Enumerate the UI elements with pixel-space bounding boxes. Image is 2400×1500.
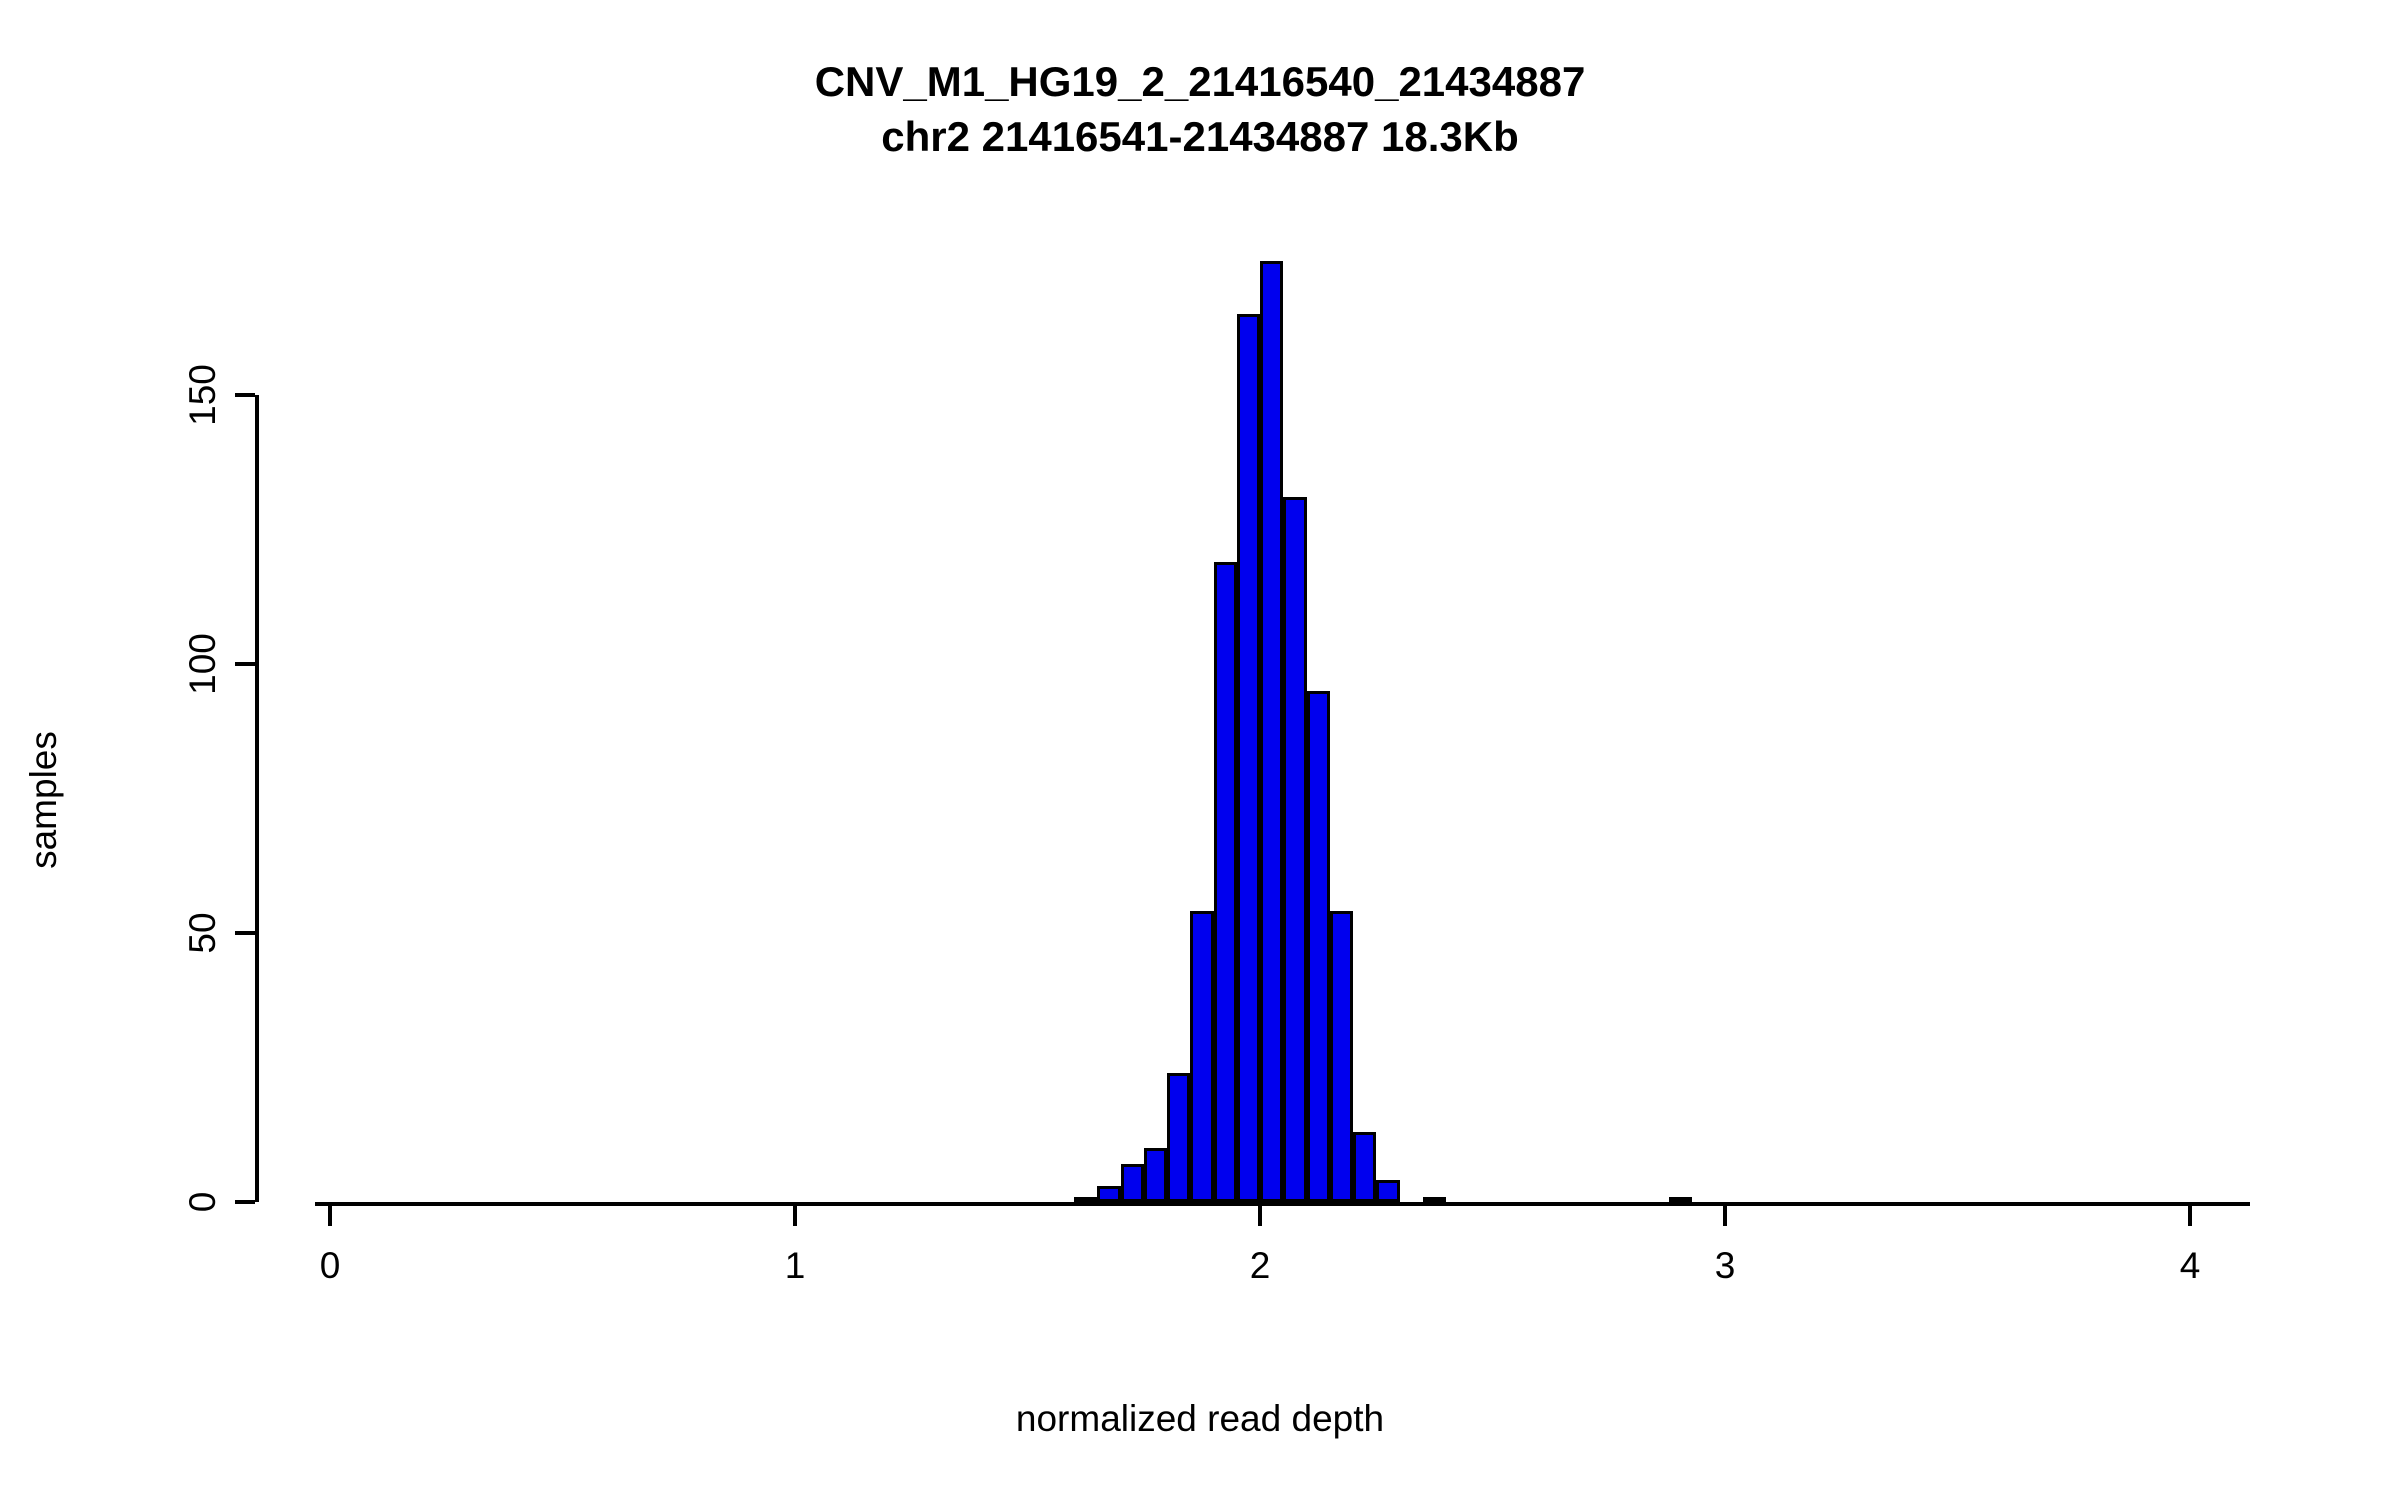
histogram-bar — [1283, 497, 1307, 1202]
histogram-bar — [1120, 1164, 1144, 1202]
histogram-bar — [1353, 1132, 1377, 1202]
x-tick-label: 1 — [784, 1245, 806, 1286]
histogram-bar — [1213, 561, 1237, 1202]
y-axis-tick — [235, 393, 255, 397]
histogram-bar — [1669, 1196, 1693, 1203]
x-axis-tick — [328, 1206, 332, 1226]
histogram-bar — [1236, 314, 1260, 1202]
x-axis-line — [315, 1202, 2251, 1206]
x-axis-tick — [793, 1206, 797, 1226]
y-axis-tick — [235, 662, 255, 666]
x-tick-label: 0 — [319, 1245, 341, 1286]
y-axis-tick — [235, 1200, 255, 1204]
histogram-bar — [1422, 1196, 1446, 1203]
y-tick-label: 0 — [182, 1191, 223, 1213]
x-tick-label: 4 — [2179, 1245, 2201, 1286]
histogram-bar — [1306, 690, 1330, 1202]
y-axis-tick — [235, 931, 255, 935]
y-axis-line — [255, 395, 259, 1202]
x-axis-title: normalized read depth — [1015, 1398, 1385, 1439]
chart-title-line-2: chr2 21416541-21434887 18.3Kb — [881, 112, 1519, 160]
histogram-bar — [1097, 1185, 1121, 1202]
y-tick-label: 50 — [182, 912, 223, 954]
x-axis-tick — [1723, 1206, 1727, 1226]
y-tick-label: 100 — [182, 633, 223, 695]
chart-title: CNV_M1_HG19_2_21416540_21434887 chr2 214… — [0, 55, 2400, 164]
chart-title-line-1: CNV_M1_HG19_2_21416540_21434887 — [814, 58, 1586, 105]
histogram-bar — [1376, 1180, 1400, 1202]
histogram-bar — [1260, 260, 1284, 1202]
y-tick-label: 150 — [182, 364, 223, 426]
x-tick-label: 3 — [1714, 1245, 1736, 1286]
y-axis-title: samples — [23, 731, 64, 869]
x-axis-tick — [1258, 1206, 1262, 1226]
histogram-bar — [1329, 911, 1353, 1202]
histogram-bar — [1167, 1072, 1191, 1202]
histogram-bar — [1143, 1148, 1167, 1202]
histogram-bar — [1074, 1196, 1098, 1203]
histogram-bar — [1190, 911, 1214, 1202]
x-axis-tick — [2188, 1206, 2192, 1226]
x-tick-label: 2 — [1249, 1245, 1271, 1286]
